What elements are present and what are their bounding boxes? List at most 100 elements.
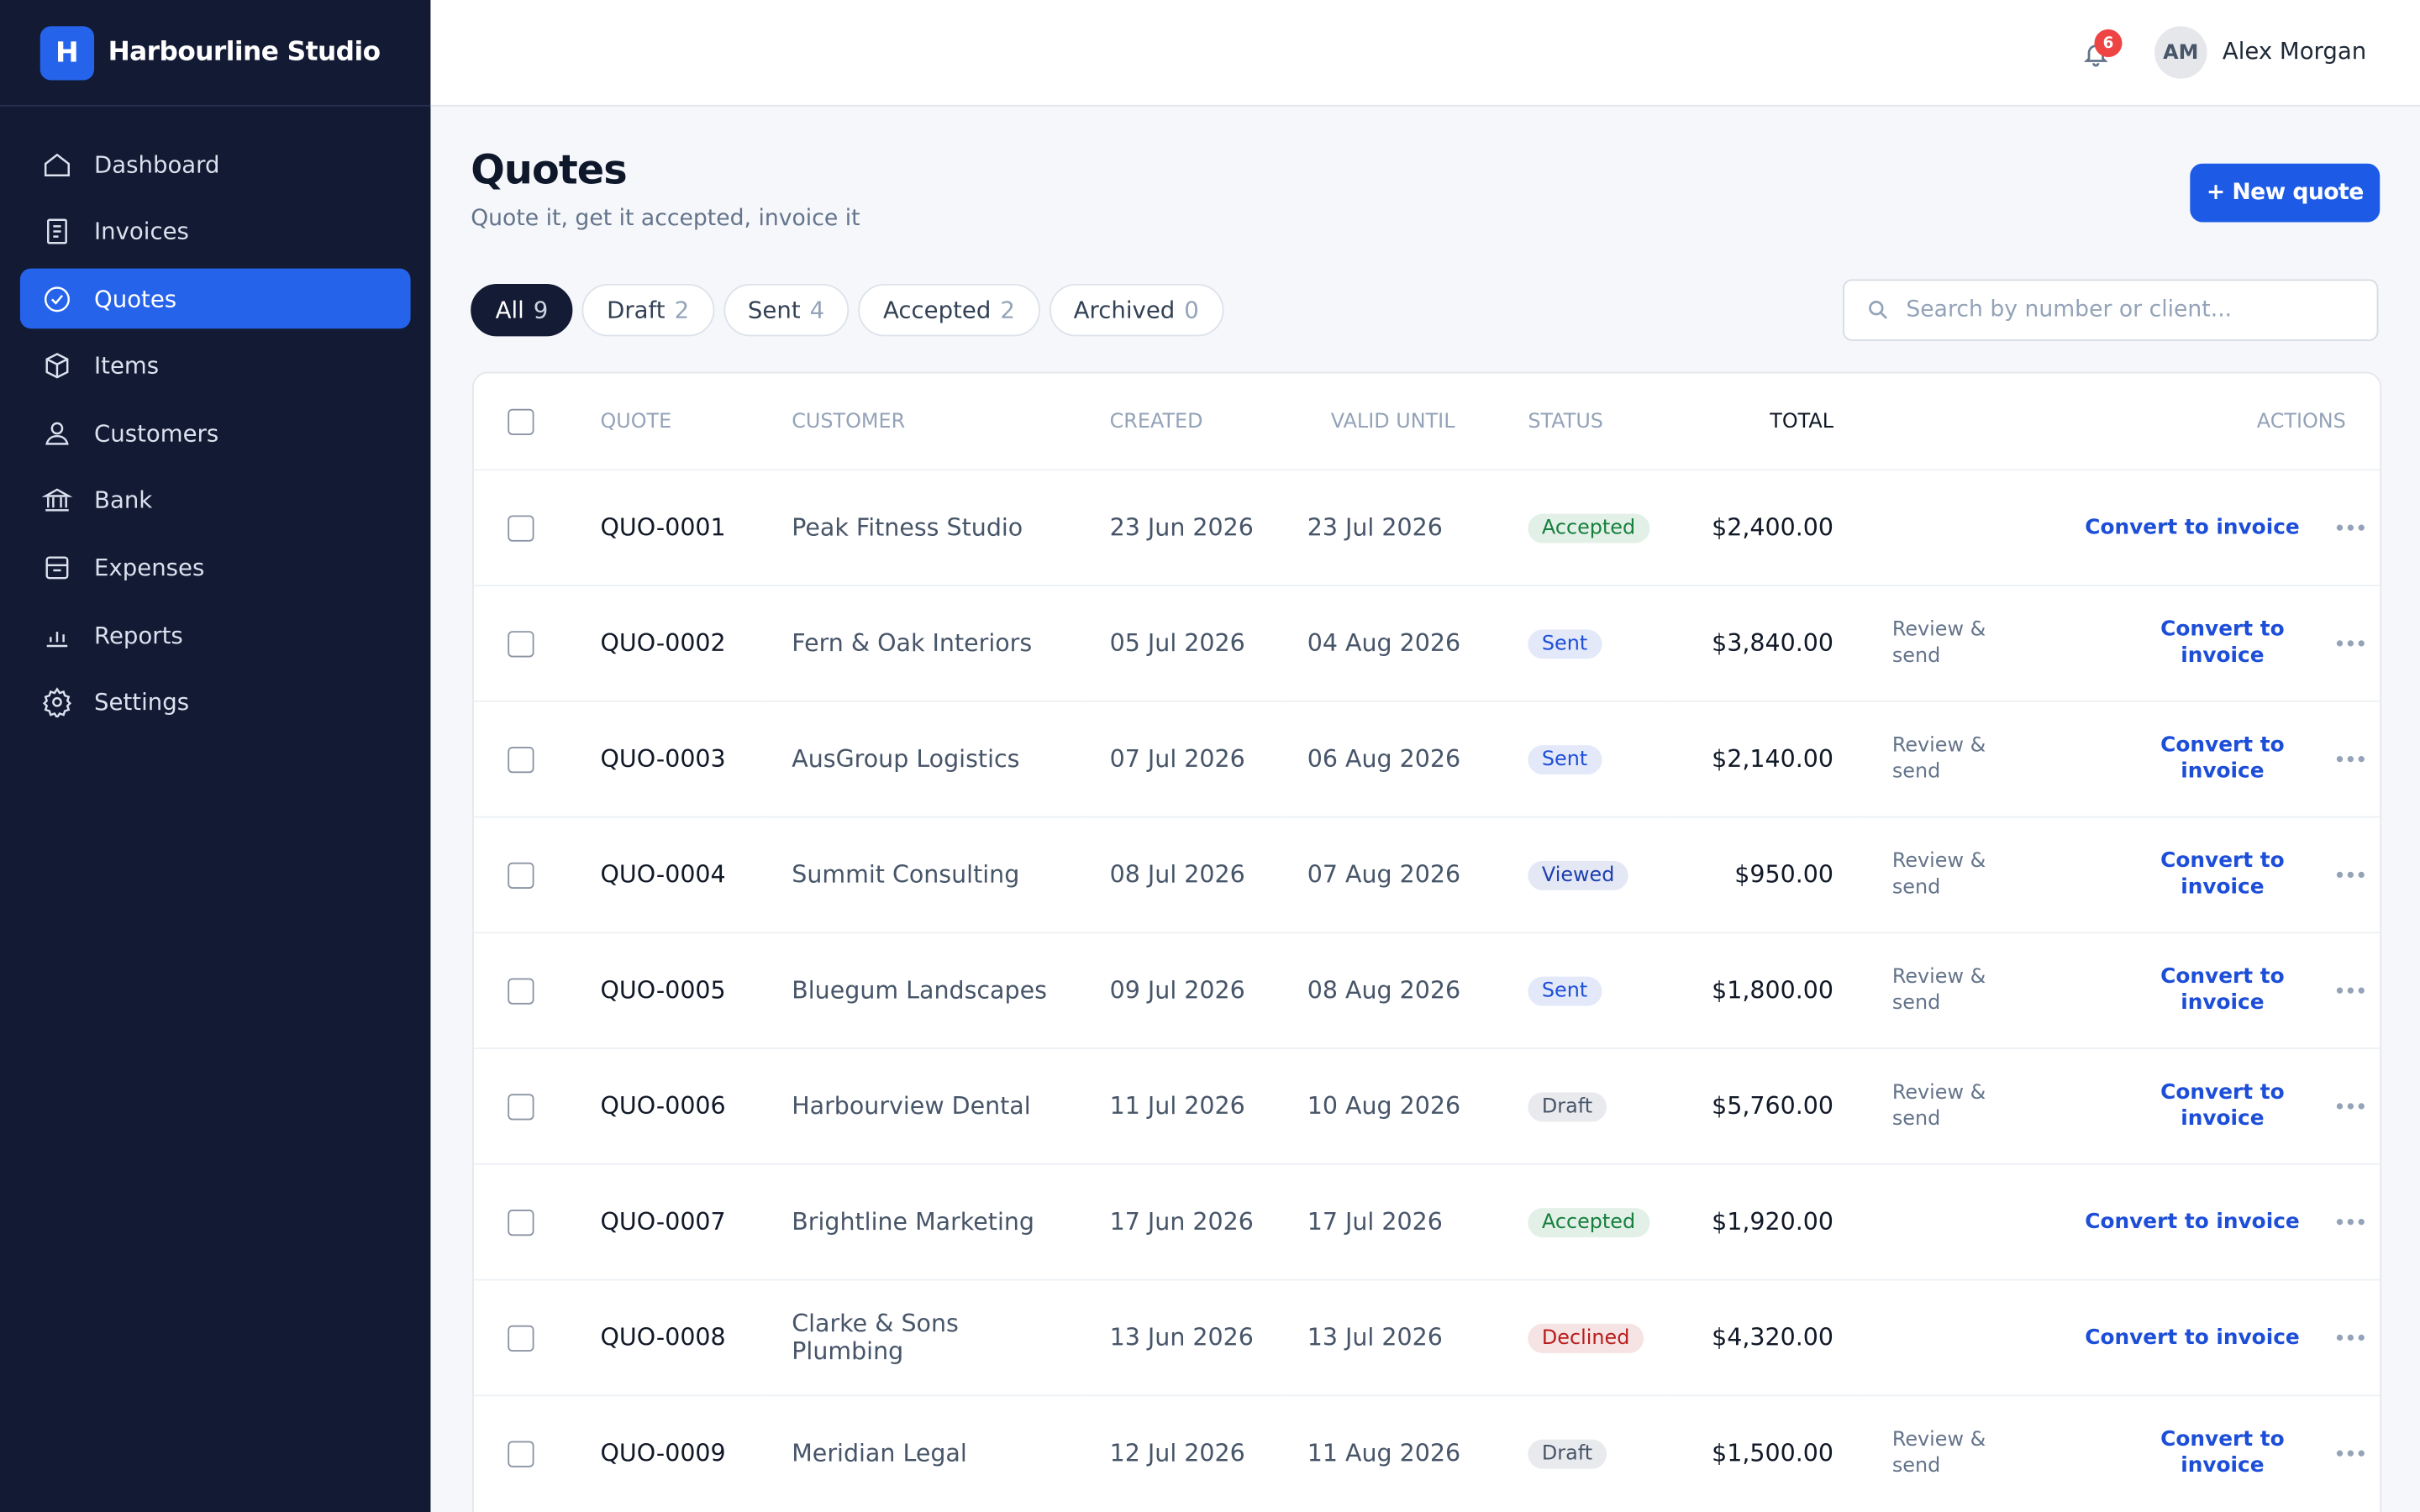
quote-row: QUO-0003 AusGroup Logistics 07 Jul 2026 06 … (473, 700, 2381, 817)
status-badge: Sent (1528, 629, 1602, 659)
nav-item[interactable]: Customers (20, 403, 411, 464)
tab-count: 0 (1184, 296, 1199, 324)
valid-until: 06 Aug 2026 (1282, 700, 1503, 817)
checkbox[interactable] (508, 861, 534, 889)
cell: Review & send Convert to invoice (1858, 932, 2381, 1049)
cell: Convert to invoice (1858, 1278, 2381, 1396)
review-link[interactable]: Review & send (1891, 734, 1986, 785)
new-quote-button[interactable]: + New quote (2190, 163, 2381, 223)
table-body: QUO-0001 Peak Fitness Studio 23 Jun 2026 23… (473, 469, 2381, 1511)
review-link[interactable]: Review & send (1891, 850, 1986, 900)
customer: Meridian Legal (766, 1394, 1086, 1511)
checkbox[interactable] (508, 746, 534, 773)
filter-tab[interactable]: Accepted 2 (858, 283, 1040, 337)
convert-link[interactable]: Convert to invoice (2160, 963, 2285, 1016)
cell: Draft (1502, 1394, 1667, 1511)
more-button[interactable] (2333, 983, 2367, 998)
convert-link[interactable]: Convert to invoice (2085, 1209, 2300, 1234)
status-badge: Sent (1528, 976, 1602, 1006)
more-button[interactable] (2333, 1099, 2367, 1114)
review-link[interactable]: Review & send (1891, 965, 1986, 1016)
tab-label: Accepted (882, 296, 992, 324)
nav-item[interactable]: Invoices (20, 202, 411, 262)
tab-count: 9 (533, 296, 549, 324)
convert-link[interactable]: Convert to invoice (2160, 848, 2285, 900)
user-name[interactable]: Alex Morgan (2222, 37, 2367, 66)
review-link[interactable]: Review & send (1891, 1428, 1986, 1478)
nav-icon (44, 286, 70, 312)
convert-link[interactable]: Convert to invoice (2160, 1079, 2285, 1131)
convert-link[interactable]: Convert to invoice (2160, 732, 2285, 785)
quotes-table-card: QUOTE CUSTOMER CREATED VALID UNTIL STATUS TOT… (472, 371, 2382, 1512)
convert-link[interactable]: Convert to invoice (2160, 1426, 2285, 1478)
sidebar: H Harbourline Studio Dashboard Invoices Qu… (0, 0, 431, 1512)
checkbox[interactable] (508, 1093, 534, 1120)
filter-tab[interactable]: Archived 0 (1049, 283, 1224, 337)
more-button[interactable] (2333, 636, 2367, 651)
checkbox[interactable] (508, 407, 534, 435)
total: $2,400.00 (1666, 469, 1859, 586)
review-link[interactable]: Review & send (1891, 618, 1986, 669)
nav-item[interactable]: Settings (20, 672, 411, 732)
column-header: STATUS (1528, 409, 1603, 433)
checkbox[interactable] (508, 1440, 534, 1467)
quote-number: QUO-0001 (576, 469, 767, 586)
created-date: 13 Jun 2026 (1085, 1278, 1283, 1396)
nav-item[interactable]: Bank (20, 470, 411, 531)
nav-label: Invoices (94, 218, 189, 246)
cell: Review & send Convert to invoice (1858, 700, 2381, 817)
valid-until: 07 Aug 2026 (1282, 816, 1503, 933)
nav-item[interactable]: Dashboard (20, 134, 411, 195)
cell: Review & send Convert to invoice (1858, 1047, 2381, 1164)
actions: Review & send Convert to invoice (1858, 848, 2380, 900)
convert-link[interactable]: Convert to invoice (2160, 617, 2285, 669)
actions: Review & send Convert to invoice (1858, 617, 2380, 669)
filter-tab[interactable]: Sent 4 (723, 283, 850, 337)
total: $2,140.00 (1666, 700, 1859, 817)
column-header: TOTAL (1770, 409, 1834, 433)
checkbox[interactable] (508, 1324, 534, 1352)
convert-link[interactable]: Convert to invoice (2085, 514, 2300, 539)
search-box[interactable]: Search by number or client... (1843, 279, 2379, 341)
logo: H (39, 25, 95, 80)
checkbox[interactable] (508, 1209, 534, 1236)
valid-until: 10 Aug 2026 (1282, 1047, 1503, 1164)
checkbox[interactable] (508, 630, 534, 657)
checkbox[interactable] (508, 977, 534, 1004)
created-date: 17 Jun 2026 (1085, 1163, 1283, 1280)
quote-number: QUO-0003 (576, 700, 767, 817)
created-date: 09 Jul 2026 (1085, 932, 1283, 1049)
convert-link[interactable]: Convert to invoice (2085, 1324, 2300, 1350)
column-header: VALID UNTIL (1330, 409, 1455, 433)
cell: Sent (1502, 700, 1667, 817)
quotes-table: QUOTE CUSTOMER CREATED VALID UNTIL STATUS TOT… (473, 373, 2381, 1511)
status-badge: Accepted (1528, 513, 1649, 543)
filter-tab[interactable]: All 9 (471, 283, 573, 337)
more-button[interactable] (2333, 1446, 2367, 1461)
nav-icon (47, 218, 67, 244)
nav-item[interactable]: Quotes (19, 268, 411, 329)
more-button[interactable] (2333, 520, 2367, 535)
nav-item[interactable]: Expenses (20, 538, 411, 598)
nav-item[interactable]: Items (20, 336, 411, 396)
checkbox[interactable] (508, 514, 534, 541)
avatar[interactable]: AM (2154, 26, 2207, 79)
actions: Convert to invoice (1858, 1209, 2380, 1235)
actions: Convert to invoice (1858, 515, 2380, 541)
nav-label: Bank (94, 486, 153, 515)
customer: Clarke & Sons Plumbing (766, 1278, 1086, 1396)
review-link[interactable]: Review & send (1891, 1081, 1986, 1131)
more-button[interactable] (2333, 1215, 2367, 1230)
tab-label: Sent (747, 296, 801, 324)
nav-item[interactable]: Reports (20, 605, 411, 665)
more-button[interactable] (2333, 751, 2367, 766)
actions: Review & send Convert to invoice (1858, 1080, 2380, 1132)
nav-icon (42, 687, 71, 718)
status-badge: Sent (1528, 745, 1602, 775)
filter-tab[interactable]: Draft 2 (581, 283, 714, 337)
cell (473, 585, 576, 701)
more-button[interactable] (2333, 1330, 2367, 1345)
created-date: 12 Jul 2026 (1085, 1394, 1283, 1511)
more-button[interactable] (2333, 867, 2367, 882)
created-date: 23 Jun 2026 (1085, 469, 1283, 586)
